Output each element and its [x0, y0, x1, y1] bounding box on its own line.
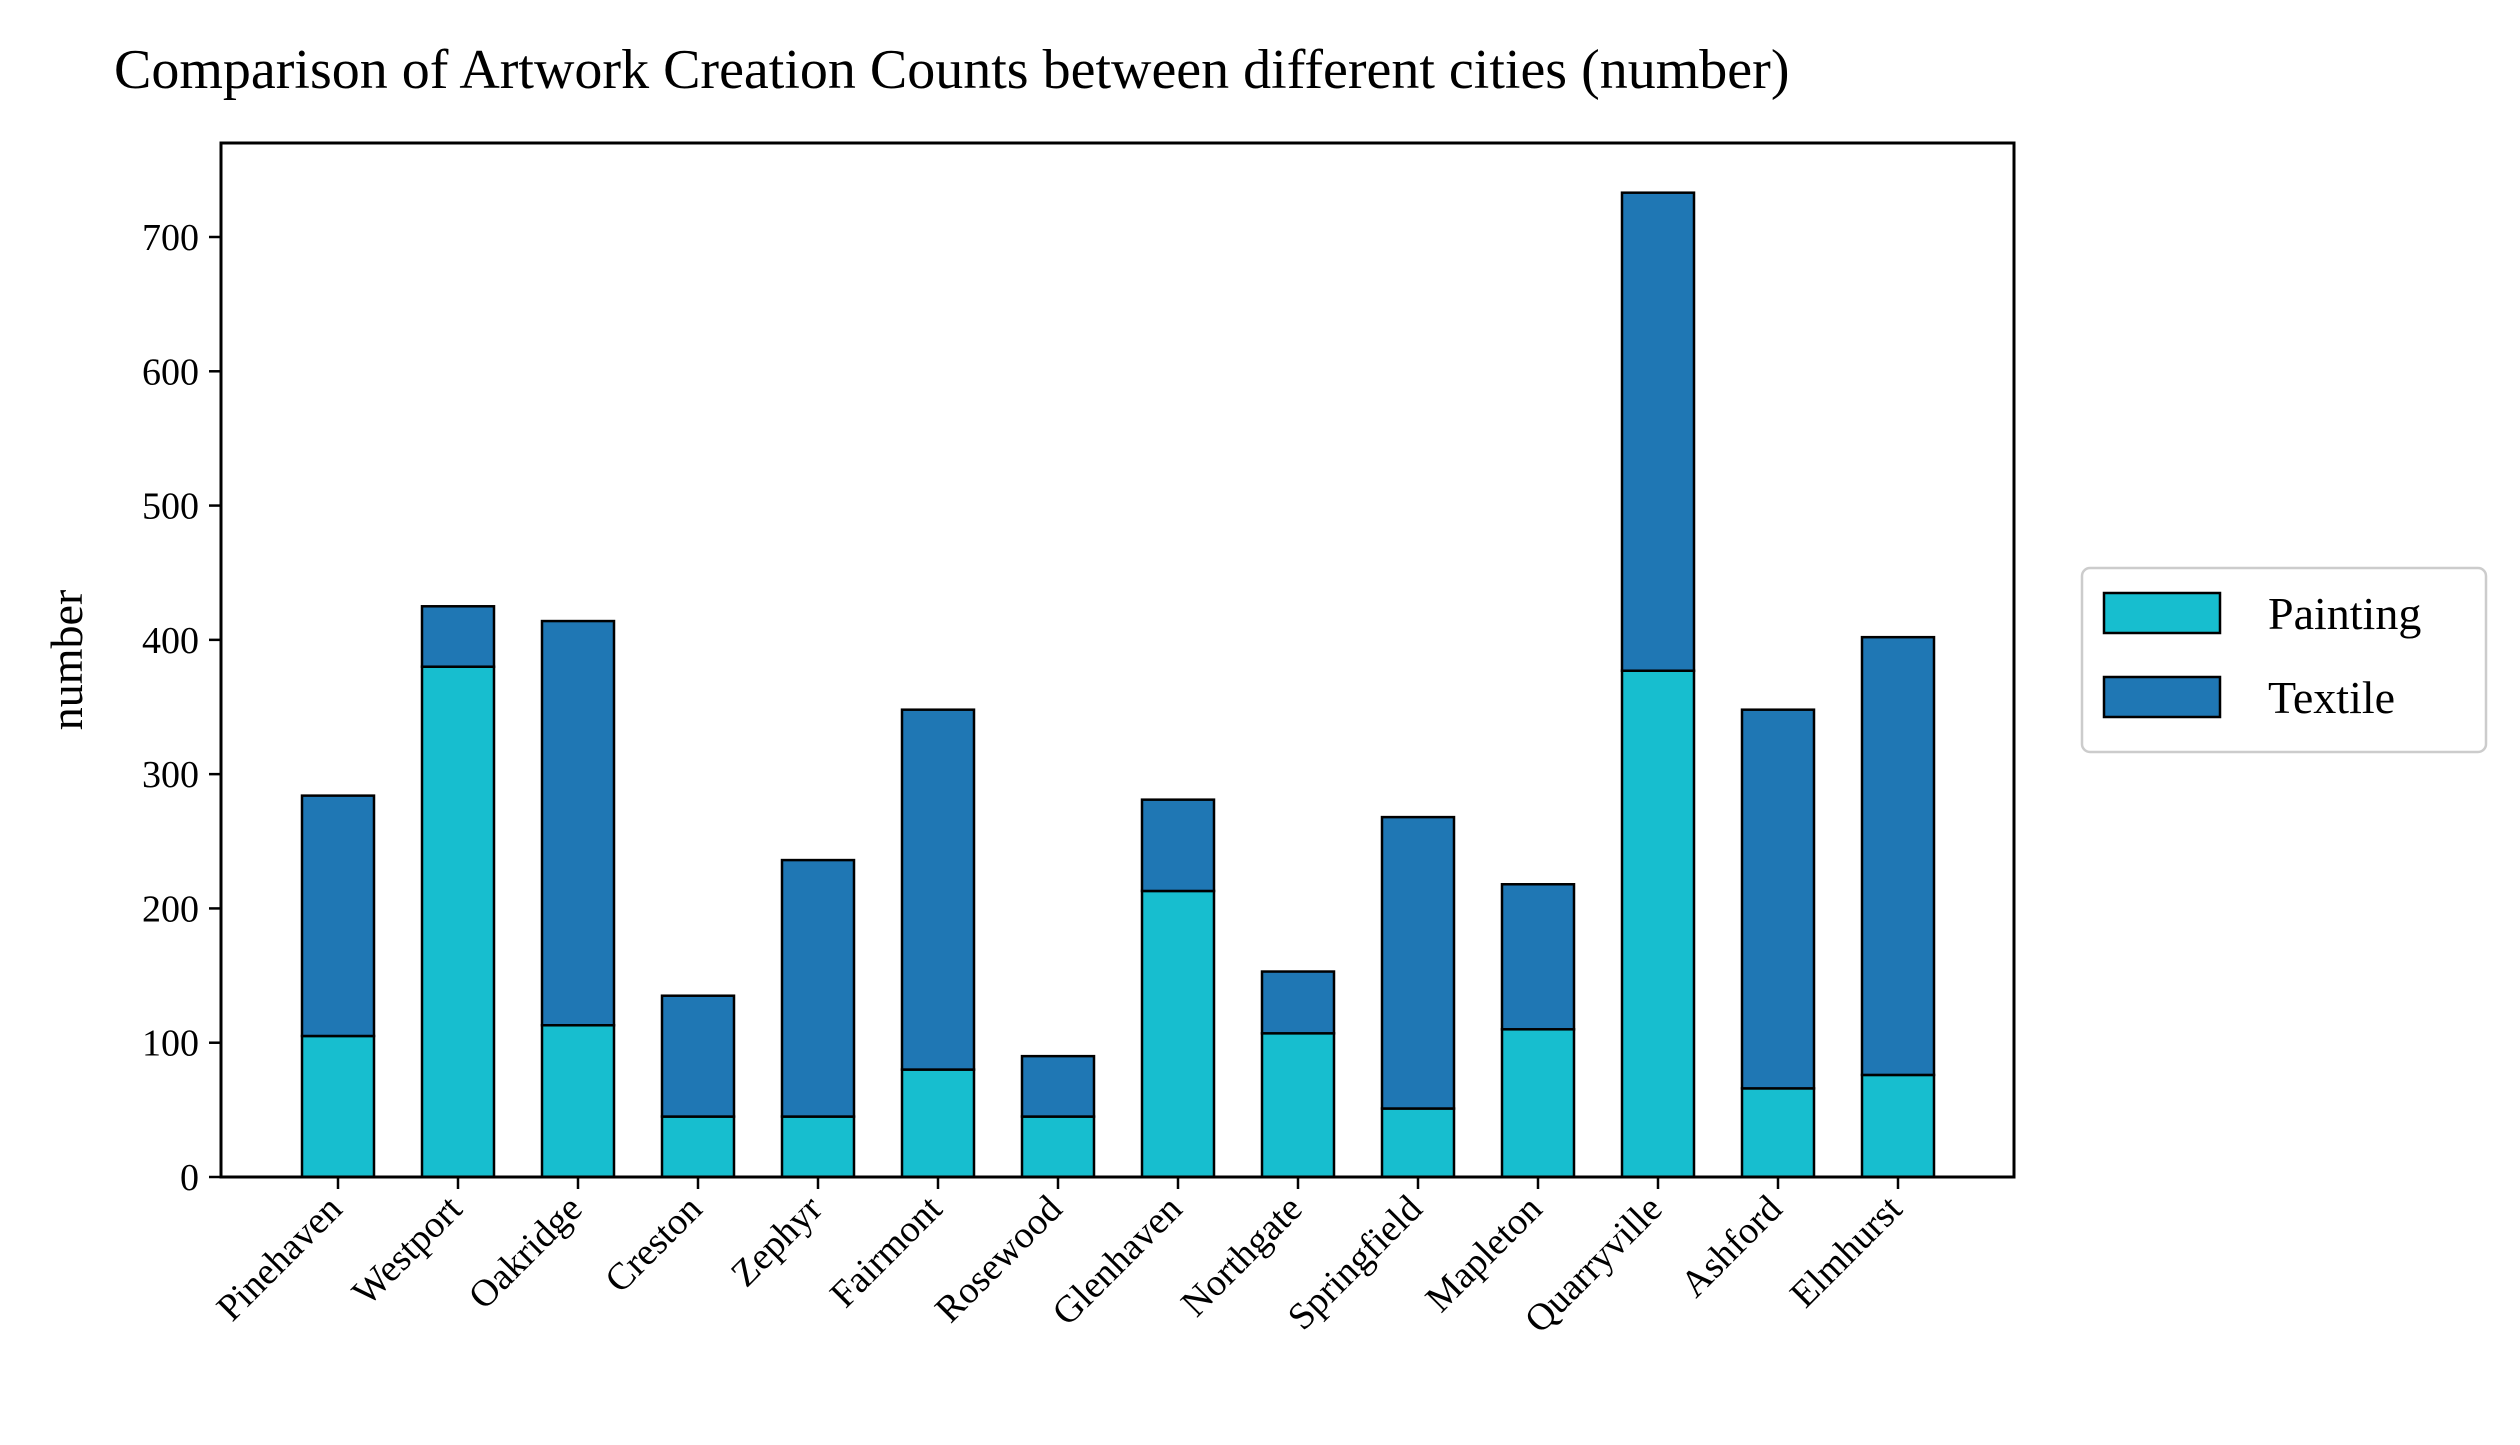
legend: Painting Textile [2080, 566, 2488, 754]
bar-textile-glenhaven [1140, 798, 1216, 893]
bar-textile-springfield [1380, 815, 1456, 1110]
bar-textile-oakridge [540, 619, 616, 1027]
y-tick-label: 400 [142, 620, 199, 662]
y-axis-label: number [41, 590, 92, 731]
bar-painting-springfield [1380, 1107, 1456, 1179]
y-axis: 0 100 200 300 400 500 600 700 [142, 217, 221, 1199]
x-tick-label: Elmhurst [1782, 1187, 1911, 1316]
bar-painting-glenhaven [1140, 889, 1216, 1179]
bar-painting-mapleton [1500, 1028, 1576, 1179]
x-tick-label: Zephyr [723, 1187, 831, 1295]
bar-textile-fairmont [900, 708, 976, 1071]
bar-painting-northgate [1260, 1032, 1336, 1179]
x-tick-label: Pinehaven [209, 1188, 351, 1330]
bar-painting-elmhurst [1860, 1073, 1936, 1179]
y-tick-label: 200 [142, 888, 199, 930]
bar-painting-ashford [1740, 1087, 1816, 1179]
bar-textile-creston [660, 994, 736, 1118]
bar-textile-quarryville [1620, 191, 1696, 672]
bar-textile-elmhurst [1860, 635, 1936, 1077]
bar-textile-mapleton [1500, 883, 1576, 1031]
y-tick-label: 100 [142, 1023, 199, 1065]
plot-frame [219, 141, 2016, 1179]
bars-layer [300, 191, 1936, 1179]
legend-label-painting: Painting [2268, 588, 2421, 639]
legend-label-textile: Textile [2268, 672, 2395, 723]
bar-painting-zephyr [780, 1115, 856, 1179]
bar-painting-quarryville [1620, 669, 1696, 1179]
bar-painting-creston [660, 1115, 736, 1179]
y-tick-label: 300 [142, 754, 199, 796]
bar-painting-fairmont [900, 1068, 976, 1179]
bar-textile-rosewood [1020, 1054, 1096, 1118]
bar-textile-zephyr [780, 858, 856, 1118]
legend-swatch-textile [2102, 675, 2222, 719]
x-tick-label: Glenhaven [1044, 1188, 1190, 1334]
x-tick-label: Oakridge [461, 1188, 591, 1318]
bar-painting-pinehaven [300, 1034, 376, 1179]
y-tick-label: 600 [142, 351, 199, 393]
y-tick-label: 500 [142, 486, 199, 528]
bar-textile-ashford [1740, 708, 1816, 1090]
bar-painting-westport [420, 665, 496, 1179]
bar-textile-pinehaven [300, 794, 376, 1038]
x-tick-label: Ashford [1673, 1188, 1791, 1306]
bar-painting-rosewood [1020, 1115, 1096, 1179]
y-tick-label: 0 [180, 1157, 199, 1199]
x-tick-label: Westport [344, 1187, 470, 1313]
bar-painting-oakridge [540, 1024, 616, 1179]
legend-swatch-painting [2102, 591, 2222, 635]
chart-title: Comparison of Artwork Creation Counts be… [114, 39, 1789, 101]
bar-textile-westport [420, 605, 496, 668]
bar-textile-northgate [1260, 970, 1336, 1035]
x-tick-label: Creston [597, 1188, 710, 1301]
y-tick-label: 700 [142, 217, 199, 259]
